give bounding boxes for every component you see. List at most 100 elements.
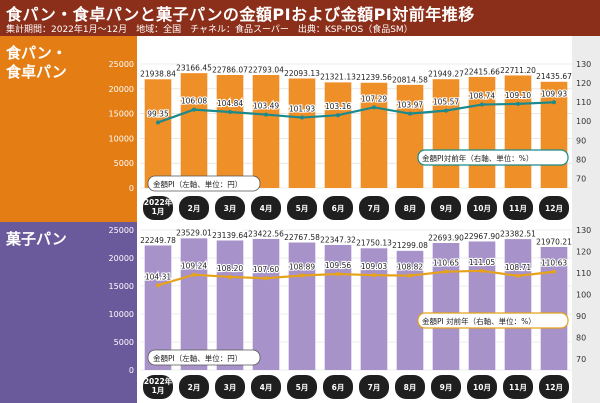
line-point (372, 273, 376, 278)
bar-value-label: 20814.58 (392, 75, 428, 84)
month-label-pill (503, 196, 533, 220)
page-subtitle: 集計期間：2022年1月～12月 地域：全国 チャネル：食品スーパー 出典：KS… (6, 25, 413, 35)
x-tick-label: 12月 (545, 383, 563, 392)
bar-label-bg (216, 229, 244, 241)
bar (180, 73, 208, 188)
x-tick-label: 4月 (260, 383, 273, 392)
bar-value-label: 21970.21 (536, 237, 572, 246)
y-right-tick-label: 110 (576, 269, 591, 278)
y-right-tick-label: 110 (576, 98, 591, 107)
bar-value-label: 21299.08 (392, 241, 428, 250)
chart-panel-0: 0 5000 10000 15000 20000 25000 70 80 90 100 110 120… (109, 36, 600, 223)
line-point (228, 109, 232, 114)
line-point (444, 269, 448, 274)
bar (288, 242, 316, 370)
bar-label-bg (540, 70, 568, 82)
month-label-pill (143, 196, 173, 220)
bar-label-bg (540, 235, 568, 247)
y-left-tick-label: 25000 (109, 226, 134, 235)
month-label-pill (467, 375, 497, 399)
month-label-pill (431, 375, 461, 399)
line-value-label: 108.82 (397, 263, 423, 272)
y-left-tick-label: 10000 (109, 310, 134, 319)
month-label-pill (539, 196, 569, 220)
y-right-tick-label: 70 (576, 355, 586, 364)
line-point (336, 272, 340, 277)
y-right-tick-label: 70 (576, 174, 586, 183)
line-value-label: 108.89 (289, 262, 315, 271)
line-point (444, 108, 448, 113)
bar (432, 242, 460, 370)
month-label-band (140, 193, 572, 223)
page-title: 食パン・食卓パンと菓子パンの金額PIおよび金額PI対前年推移 (6, 5, 475, 24)
bar-value-label: 23529.01 (176, 229, 212, 238)
bar (432, 79, 460, 188)
bar-label-bg (468, 65, 496, 77)
bar (360, 248, 388, 370)
month-label-band (140, 372, 572, 402)
line-value-label: 110.65 (433, 259, 459, 268)
bar (288, 78, 316, 188)
bar-value-label: 22693.90 (428, 233, 464, 242)
y-right-tick-label: 100 (576, 291, 591, 300)
x-tick-label: 2022年 1月 (144, 376, 173, 395)
bar (216, 74, 244, 188)
x-tick-label: 6月 (332, 204, 345, 213)
month-label-pill (251, 375, 281, 399)
month-label-pill (539, 375, 569, 399)
month-label-pill (179, 196, 209, 220)
plot-background (140, 224, 572, 370)
month-label-pill (287, 196, 317, 220)
x-tick-label: 7月 (368, 204, 381, 213)
bar-value-label: 22711.20 (500, 66, 536, 75)
line-value-label: 103.16 (325, 102, 351, 111)
line-value-label: 101.93 (289, 105, 315, 114)
line-value-label: 109.10 (505, 91, 531, 100)
month-label-pill (323, 375, 353, 399)
y-right-tick-label: 120 (576, 248, 591, 257)
line-point (228, 274, 232, 279)
panel-bread-side: 食パン・ 食卓パン (0, 36, 137, 222)
line-value-label: 103.97 (397, 101, 423, 110)
bar-value-label: 21949.27 (428, 70, 464, 79)
x-tick-label: 2022年 1月 (144, 197, 173, 216)
bar (396, 84, 424, 188)
line-point (336, 113, 340, 118)
month-label-pill (251, 196, 281, 220)
bar-label-bg (288, 67, 316, 79)
bar-value-label: 21938.84 (140, 70, 176, 79)
legend-line-box (417, 312, 569, 329)
y-right-tick-label: 80 (576, 334, 586, 343)
bar-label-bg (216, 63, 244, 75)
bar-label-bg (324, 71, 352, 83)
legend-bar-label: 金額PI（左軸、単位：円） (153, 353, 242, 363)
line-point (480, 268, 484, 273)
month-label-pill (395, 375, 425, 399)
line-point (516, 101, 520, 106)
line-point (408, 111, 412, 116)
line-value-label: 104.31 (145, 272, 171, 281)
bar-label-bg (180, 62, 208, 74)
chart-panel-1: 0 5000 10000 15000 20000 25000 70 80 90 100 110 120… (109, 222, 600, 403)
bar-label-bg (144, 234, 172, 246)
line-point (300, 273, 304, 278)
line-value-label: 109.93 (541, 89, 567, 98)
month-label-pill (287, 375, 317, 399)
bar-label-bg (360, 71, 388, 83)
bar-label-bg (432, 231, 460, 243)
legend-bar-box (147, 349, 261, 366)
x-tick-label: 9月 (440, 204, 453, 213)
y-left-tick-label: 20000 (109, 85, 134, 94)
x-tick-label: 7月 (368, 383, 381, 392)
bar-label-bg (504, 64, 532, 76)
bar (540, 81, 568, 188)
bar-value-label: 22093.13 (284, 69, 320, 78)
bar-label-bg (180, 227, 208, 239)
month-label-pill (395, 196, 425, 220)
line-point (192, 272, 196, 277)
line-series (157, 101, 555, 124)
bar-label-bg (144, 68, 172, 80)
right-axis-strip (572, 222, 600, 403)
x-tick-label: 11月 (509, 383, 527, 392)
